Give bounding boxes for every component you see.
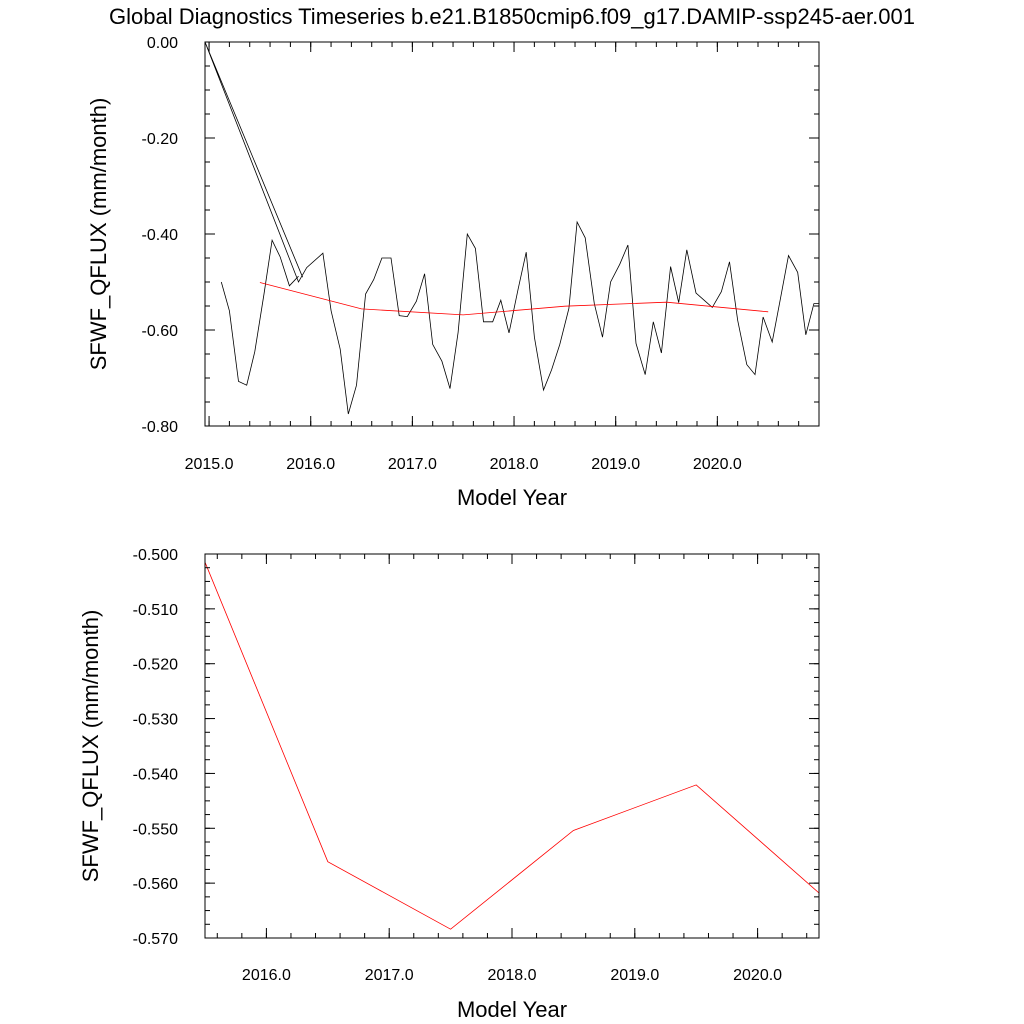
top-panel: 2015.0 2016.0 2017.0 2018.0 2019.0 2020.0 0.00…: [86, 35, 820, 510]
top-y-tick-label: -0.60: [142, 323, 179, 340]
top-y-tick-label: 0.00: [147, 35, 178, 52]
bottom-plot-lines: [204, 562, 820, 930]
bottom-y-tick-label: -0.540: [133, 766, 178, 783]
top-y-axis-label: SFWF_QFLUX (mm/month): [86, 98, 111, 371]
figure-title: Global Diagnostics Timeseries b.e21.B185…: [109, 4, 915, 29]
top-y-tick-label: -0.20: [142, 131, 179, 148]
bottom-y-tick-label: -0.560: [133, 876, 178, 893]
bottom-panel: 2016.0 2017.0 2018.0 2019.0 2020.0 -0.500 -0.5…: [78, 547, 820, 1022]
top-x-tick-label: 2015.0: [185, 456, 234, 473]
bottom-x-tick-label: 2017.0: [365, 967, 414, 984]
top-series-line-1: [220, 238, 299, 386]
bottom-y-tick-label: -0.570: [133, 931, 178, 948]
top-x-tick-label: 2019.0: [591, 456, 640, 473]
top-x-axis-label: Model Year: [457, 485, 567, 510]
bottom-y-tick-label: -0.530: [133, 712, 178, 729]
bottom-x-tick-label: 2018.0: [488, 967, 537, 984]
top-series-line-0: [204, 41, 819, 415]
bottom-x-tick-label: 2019.0: [610, 967, 659, 984]
bottom-y-tick-label: -0.510: [133, 602, 178, 619]
bottom-y-tick-label: -0.550: [133, 821, 178, 838]
top-ticks: 2015.0 2016.0 2017.0 2018.0 2019.0 2020.0 0.00…: [142, 35, 820, 473]
top-x-tick-label: 2018.0: [490, 456, 539, 473]
bottom-y-tick-label: -0.520: [133, 657, 178, 674]
top-plot-frame: [204, 41, 820, 427]
bottom-ticks: 2016.0 2017.0 2018.0 2019.0 2020.0 -0.500 -0.5…: [133, 547, 819, 984]
bottom-y-axis-label: SFWF_QFLUX (mm/month): [78, 610, 103, 883]
top-x-tick-label: 2017.0: [388, 456, 437, 473]
top-y-tick-label: -0.80: [142, 419, 179, 436]
top-plot-lines: [204, 41, 819, 415]
bottom-plot-frame: [204, 553, 820, 939]
bottom-x-axis-label: Model Year: [457, 997, 567, 1022]
bottom-series-line-0: [204, 562, 820, 930]
top-x-tick-label: 2016.0: [286, 456, 335, 473]
bottom-y-tick-label: -0.500: [133, 547, 178, 564]
bottom-x-tick-label: 2016.0: [242, 967, 291, 984]
bottom-x-tick-label: 2020.0: [733, 967, 782, 984]
top-x-tick-label: 2020.0: [693, 456, 742, 473]
top-y-tick-label: -0.40: [142, 227, 179, 244]
top-series-line-2: [259, 282, 769, 316]
